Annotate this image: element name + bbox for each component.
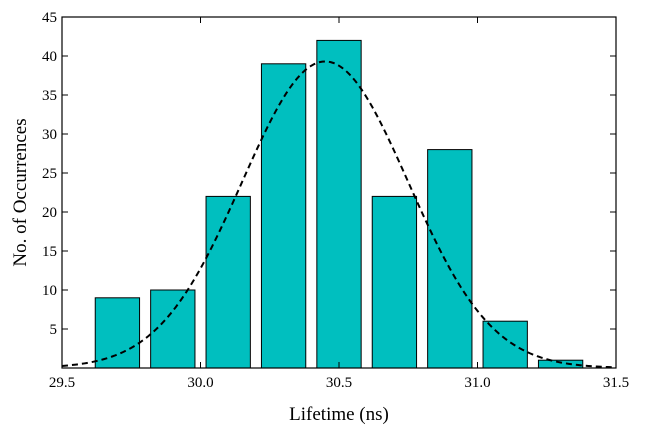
histogram-bar [371,195,418,369]
axes-layer [61,16,617,369]
y-tick-label: 25 [42,166,57,182]
y-tick-label: 45 [42,10,57,26]
y-tick-label: 5 [50,322,58,338]
y-tick-label: 30 [42,127,57,143]
histogram-bar [205,195,251,369]
x-tick-label: 30.0 [187,375,213,391]
y-tick-label: 20 [42,205,57,221]
y-axis-label: No. of Occurrences [10,118,31,266]
fit-curve-line [61,60,617,369]
bars-layer [94,39,584,369]
x-tick-label: 30.5 [326,375,352,391]
histogram-bar [427,149,473,369]
fit-curve-layer [61,60,617,369]
y-tick-label: 40 [42,49,57,65]
histogram-bar [482,320,528,369]
x-tick-label: 31.0 [464,375,490,391]
histogram-bar [150,289,196,369]
x-axis-label: Lifetime (ns) [289,404,389,425]
histogram-bar [260,63,307,369]
histogram-bar [316,39,362,369]
y-tick-label: 10 [42,283,57,299]
histogram-bar [94,297,141,369]
y-tick-label: 35 [42,88,57,104]
x-tick-label: 29.5 [49,375,75,391]
labels-layer: 29.5 30.0 30.5 31.0 31.5 5 10 15 20 25 30 35 40 45 Lif… [10,10,629,425]
y-tick-label: 15 [42,244,57,260]
x-tick-label: 31.5 [603,375,629,391]
